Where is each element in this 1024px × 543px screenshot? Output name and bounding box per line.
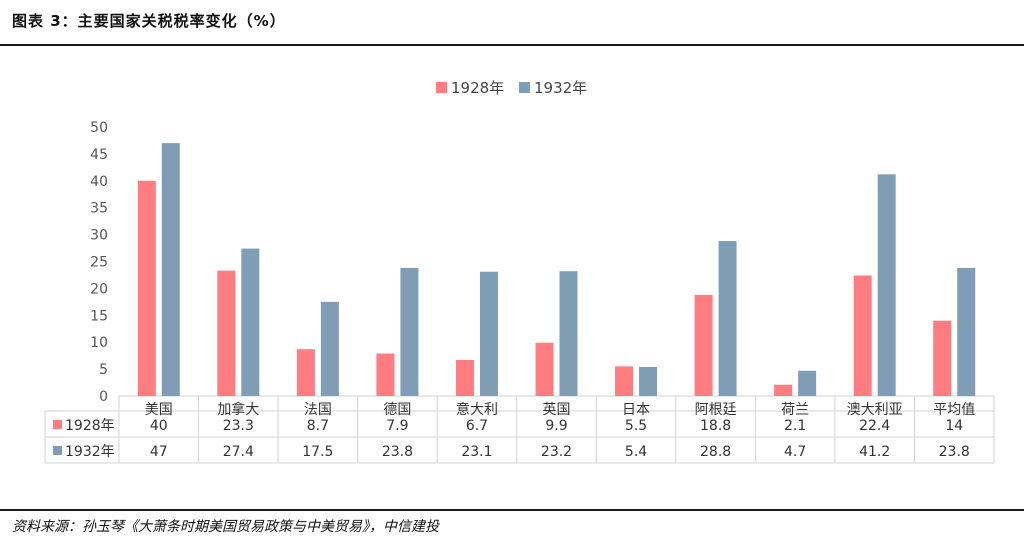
table-row-label: 1932年	[65, 444, 115, 460]
data-label: 23.8	[382, 444, 413, 460]
legend-swatch-1	[436, 82, 447, 93]
category-label: 美国	[145, 402, 173, 418]
chart-legend: 1928年 1932年	[436, 79, 587, 97]
category-label: 英国	[543, 401, 571, 418]
data-table: 美国 加拿大 法国 德国 意大利 英国 日本 阿根廷 荷兰 澳大利亚 平均值 1928年 40 23.3 8…	[44, 396, 995, 464]
data-label: 8.7	[307, 418, 329, 434]
bar-1928	[774, 384, 793, 396]
y-tick-label: 0	[99, 389, 108, 405]
legend-label-1: 1928年	[451, 79, 504, 97]
y-tick-label: 15	[90, 308, 108, 324]
title-rule	[0, 44, 1024, 46]
y-tick-label: 20	[90, 281, 108, 297]
data-label: 7.9	[386, 418, 408, 434]
bar-1932	[479, 271, 498, 396]
data-label: 5.4	[625, 444, 647, 460]
data-label: 6.7	[466, 418, 488, 434]
legend-swatch-2	[519, 82, 530, 93]
y-tick-label: 25	[90, 255, 108, 271]
bar-1932	[957, 267, 976, 396]
bar-1928	[933, 320, 952, 396]
bar-1928	[853, 275, 872, 396]
data-label: 9.9	[545, 418, 567, 434]
bar-1928	[535, 342, 554, 396]
category-label: 意大利	[456, 401, 498, 418]
bar-1932	[241, 248, 260, 396]
y-tick-label: 30	[90, 228, 108, 244]
data-label: 23.8	[939, 444, 970, 460]
bar-1932	[320, 301, 339, 396]
data-label: 2.1	[784, 418, 806, 434]
y-tick-label: 40	[90, 174, 108, 190]
data-label: 28.8	[700, 444, 731, 460]
category-label: 平均值	[933, 402, 975, 418]
bar-1932	[639, 366, 658, 396]
table-swatch-1	[53, 420, 62, 429]
bar-1932	[161, 143, 180, 396]
y-tick-label: 5	[99, 362, 108, 378]
category-label: 加拿大	[217, 401, 259, 418]
bar-1928	[217, 270, 236, 396]
data-label: 41.2	[859, 444, 890, 460]
data-label: 47	[150, 444, 168, 460]
table-swatch-2	[53, 446, 62, 455]
y-tick-label: 35	[90, 201, 108, 217]
bar-1932	[798, 370, 817, 396]
y-axis: 0 5 10 15 20 25 30 35 40 45 50	[90, 120, 994, 405]
source-note: 资料来源：孙玉琴《大萧条时期美国贸易政策与中美贸易》，中信建投	[12, 519, 439, 535]
data-label: 17.5	[302, 444, 333, 460]
y-tick-label: 50	[90, 120, 108, 136]
bar-1928	[376, 353, 395, 396]
data-label: 4.7	[784, 444, 806, 460]
data-label: 22.4	[859, 418, 890, 434]
source-rule	[0, 509, 1024, 511]
bar-1928	[694, 294, 713, 396]
data-label: 27.4	[223, 444, 254, 460]
bar-1928	[296, 349, 315, 396]
figure-title: 图表 3：主要国家关税税率变化（%）	[12, 12, 286, 30]
bar-1932	[877, 174, 896, 396]
bar-1932	[400, 267, 419, 396]
category-label: 法国	[304, 402, 332, 418]
data-label: 18.8	[700, 418, 731, 434]
bar-1932	[559, 271, 578, 396]
y-tick-label: 10	[90, 335, 108, 351]
bar-1932	[718, 241, 737, 396]
category-label: 澳大利亚	[847, 402, 903, 418]
data-label: 14	[945, 418, 963, 434]
category-label: 荷兰	[781, 402, 809, 418]
data-label: 23.1	[461, 444, 492, 460]
data-label: 40	[150, 418, 168, 434]
category-label: 阿根廷	[695, 402, 737, 418]
data-label: 5.5	[625, 418, 647, 434]
bar-group	[137, 143, 976, 396]
bar-1928	[455, 359, 474, 396]
bar-1928	[137, 180, 156, 396]
legend-label-2: 1932年	[534, 79, 587, 97]
table-row-label: 1928年	[65, 418, 115, 434]
bar-chart: 1928年 1932年 0 5 10 15 20 25 30 35 40 45 50 美国 加拿大 法国 德…	[44, 79, 995, 464]
data-label: 23.3	[223, 418, 254, 434]
y-tick-label: 45	[90, 147, 108, 163]
category-label: 德国	[383, 402, 411, 418]
data-label: 23.2	[541, 444, 572, 460]
bar-1928	[615, 366, 634, 396]
category-label: 日本	[622, 402, 650, 418]
